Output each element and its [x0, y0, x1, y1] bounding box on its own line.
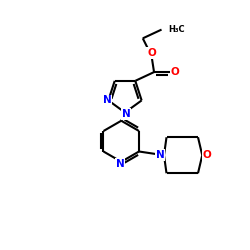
Text: O: O	[170, 67, 179, 77]
Text: O: O	[202, 150, 211, 160]
Text: O: O	[147, 48, 156, 58]
Text: N: N	[103, 96, 112, 106]
Text: H₃C: H₃C	[168, 25, 185, 34]
Text: N: N	[116, 159, 124, 169]
Text: N: N	[156, 150, 165, 160]
Text: N: N	[122, 109, 130, 119]
